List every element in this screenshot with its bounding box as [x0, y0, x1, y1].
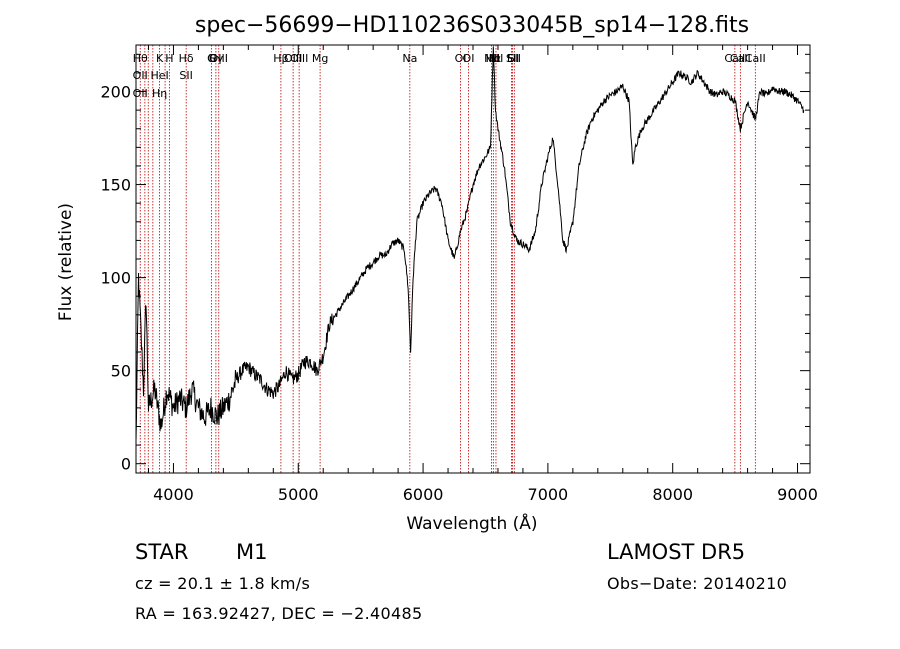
y-axis-ticks: 0 50 100 150 200: [100, 53, 810, 474]
line-marker-label: NII: [484, 52, 499, 65]
line-marker-label: Hδ: [179, 52, 194, 65]
chart-title: spec−56699−HD110236S033045B_sp14−128.fit…: [195, 13, 749, 38]
x-tick-label: 8000: [652, 485, 693, 504]
line-marker-label: H: [165, 52, 173, 65]
y-tick-label: 50: [111, 362, 131, 381]
observation-date: Obs−Date: 20140210: [607, 574, 788, 593]
line-marker-label: CaII: [730, 52, 751, 65]
line-marker-label: OIII: [290, 52, 308, 65]
emission-line-markers: [139, 45, 756, 473]
survey-name: LAMOST DR5: [607, 540, 746, 564]
x-tick-label: 5000: [278, 485, 319, 504]
line-marker-label: OI: [455, 52, 467, 65]
x-tick-label: 6000: [403, 485, 444, 504]
line-marker-label: CaII: [745, 52, 766, 65]
line-marker-label: Hη: [152, 87, 167, 100]
x-tick-label: 9000: [777, 485, 818, 504]
object-class: STAR: [135, 540, 189, 564]
line-marker-label: SII: [506, 52, 519, 65]
line-marker-label: OII: [133, 69, 148, 82]
object-subclass: M1: [236, 540, 268, 564]
line-marker-label: CaII: [724, 52, 745, 65]
x-tick-label: 4000: [153, 485, 194, 504]
line-marker-label: HeI: [150, 69, 168, 82]
line-marker-label: Li: [507, 52, 516, 65]
redshift-value: cz = 20.1 ± 1.8 km/s: [135, 574, 311, 593]
x-tick-label: 7000: [528, 485, 569, 504]
line-marker-label: NII: [489, 52, 504, 65]
line-marker-label: SII: [179, 69, 192, 82]
plot-frame: [135, 44, 811, 474]
line-marker-label: Mg: [312, 52, 328, 65]
line-marker-label: K: [156, 52, 164, 65]
x-axis-label: Wavelength (Å): [406, 512, 537, 534]
line-marker-label: SII: [508, 52, 521, 65]
line-marker-label: OIII: [210, 52, 228, 65]
line-marker-label: Na: [402, 52, 417, 65]
line-marker-label: Hβ: [273, 52, 288, 65]
x-axis-ticks: 4000 5000 6000 7000 8000 9000: [147, 45, 818, 504]
y-tick-label: 0: [121, 455, 131, 474]
y-tick-label: 150: [100, 176, 131, 195]
line-marker-label: Hγ: [208, 52, 223, 65]
line-marker-label: OI: [463, 52, 475, 65]
line-marker-label: OIII: [284, 52, 302, 65]
line-marker-label: Hθ: [133, 52, 148, 65]
y-axis-label: Flux (relative): [56, 203, 76, 321]
sky-coordinates: RA = 163.92427, DEC = −2.40485: [135, 604, 423, 623]
line-marker-label: OII: [133, 87, 148, 100]
y-tick-label: 100: [100, 269, 131, 288]
y-tick-label: 200: [100, 83, 131, 102]
spectrum-line: [135, 46, 805, 442]
line-marker-label: G: [207, 52, 216, 65]
